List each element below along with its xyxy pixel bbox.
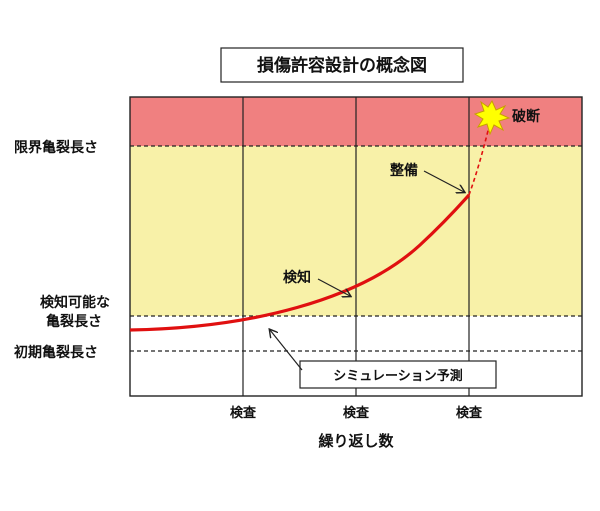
- simulation-label: シミュレーション予測: [333, 368, 462, 384]
- initial-length-label: 初期亀裂長さ: [14, 344, 98, 361]
- diagram-title: 損傷許容設計の概念図: [257, 55, 427, 76]
- title-box: [220, 47, 464, 83]
- detect-label: 検知: [283, 269, 311, 286]
- repair-arrow: [423, 170, 464, 192]
- detectable-length-label-1: 検知可能な: [40, 294, 110, 311]
- inspection-label-3: 検査: [456, 405, 483, 421]
- detectable-length-label-2: 亀裂長さ: [46, 313, 102, 330]
- inspection-label-1: 検査: [230, 405, 257, 421]
- repair-label: 整備: [389, 162, 418, 179]
- inspection-label-2: 検査: [343, 405, 370, 421]
- simulation-arrow: [270, 330, 303, 371]
- simulation-box: [299, 360, 497, 389]
- crack-growth-extrapolation: [468, 113, 493, 196]
- detect-arrow: [317, 278, 350, 296]
- crack-growth-curve: [129, 193, 471, 332]
- fracture-burst-icon: [473, 99, 511, 136]
- fracture-label: 破断: [512, 108, 540, 125]
- limit-length-label: 限界亀裂長さ: [14, 139, 98, 156]
- plot-frame: [129, 96, 583, 397]
- x-axis-title: 繰り返し数: [318, 432, 394, 450]
